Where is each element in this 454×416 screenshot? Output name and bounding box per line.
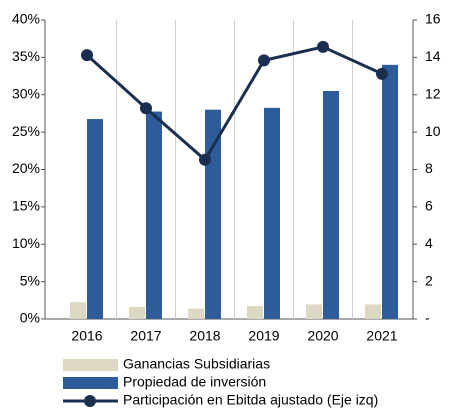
y2-tick-label: 6 <box>425 198 433 214</box>
x-tick-label: 2018 <box>189 328 220 344</box>
legend-label: Participación en Ebitda ajustado (Eje iz… <box>123 392 378 408</box>
y2-tick-label: 4 <box>425 235 433 251</box>
bar <box>205 109 221 319</box>
y2-tick-label: 10 <box>425 123 441 139</box>
line-marker <box>140 102 152 115</box>
bar <box>87 119 103 319</box>
y-tick-label: 20% <box>12 160 40 176</box>
bar <box>323 91 339 319</box>
y-tick-label: 40% <box>12 11 40 27</box>
bar <box>70 302 86 319</box>
line-marker <box>81 49 93 62</box>
y-tick-label: 35% <box>12 48 40 64</box>
line-marker <box>376 67 388 80</box>
legend-swatch <box>84 395 96 407</box>
legend-label: Propiedad de inversión <box>123 374 266 390</box>
bar <box>129 306 145 319</box>
y-tick-label: 25% <box>12 123 40 139</box>
line-marker <box>199 153 211 166</box>
y-tick-label: 0% <box>20 310 40 326</box>
y2-tick-label: 12 <box>425 85 441 101</box>
y-tick-label: 30% <box>12 85 40 101</box>
y2-tick-label: 14 <box>425 48 441 64</box>
x-tick-label: 2021 <box>366 328 397 344</box>
bar <box>188 308 204 319</box>
legend-label: Ganancias Subsidiarias <box>123 356 270 372</box>
bar <box>306 304 322 319</box>
line-marker <box>317 40 329 53</box>
bar <box>365 304 381 319</box>
bar <box>247 305 263 319</box>
y2-tick-label: - <box>425 310 430 326</box>
bar <box>146 111 162 319</box>
y2-tick-label: 16 <box>425 11 441 27</box>
category-separators <box>116 20 353 319</box>
bar <box>382 64 398 319</box>
y2-tick-label: 8 <box>425 160 433 176</box>
line <box>85 45 383 163</box>
y-tick-label: 10% <box>12 235 40 251</box>
legend-swatch <box>63 377 118 389</box>
y2-tick-label: 2 <box>425 272 433 288</box>
y-tick-label: 5% <box>20 272 40 288</box>
x-tick-label: 2019 <box>248 328 279 344</box>
x-tick-label: 2020 <box>307 328 338 344</box>
legend-swatch <box>63 359 118 371</box>
x-tick-label: 2017 <box>130 328 161 344</box>
x-tick-label: 2016 <box>71 328 102 344</box>
bar <box>264 107 280 319</box>
line-marker <box>258 54 270 67</box>
y-tick-label: 15% <box>12 198 40 214</box>
